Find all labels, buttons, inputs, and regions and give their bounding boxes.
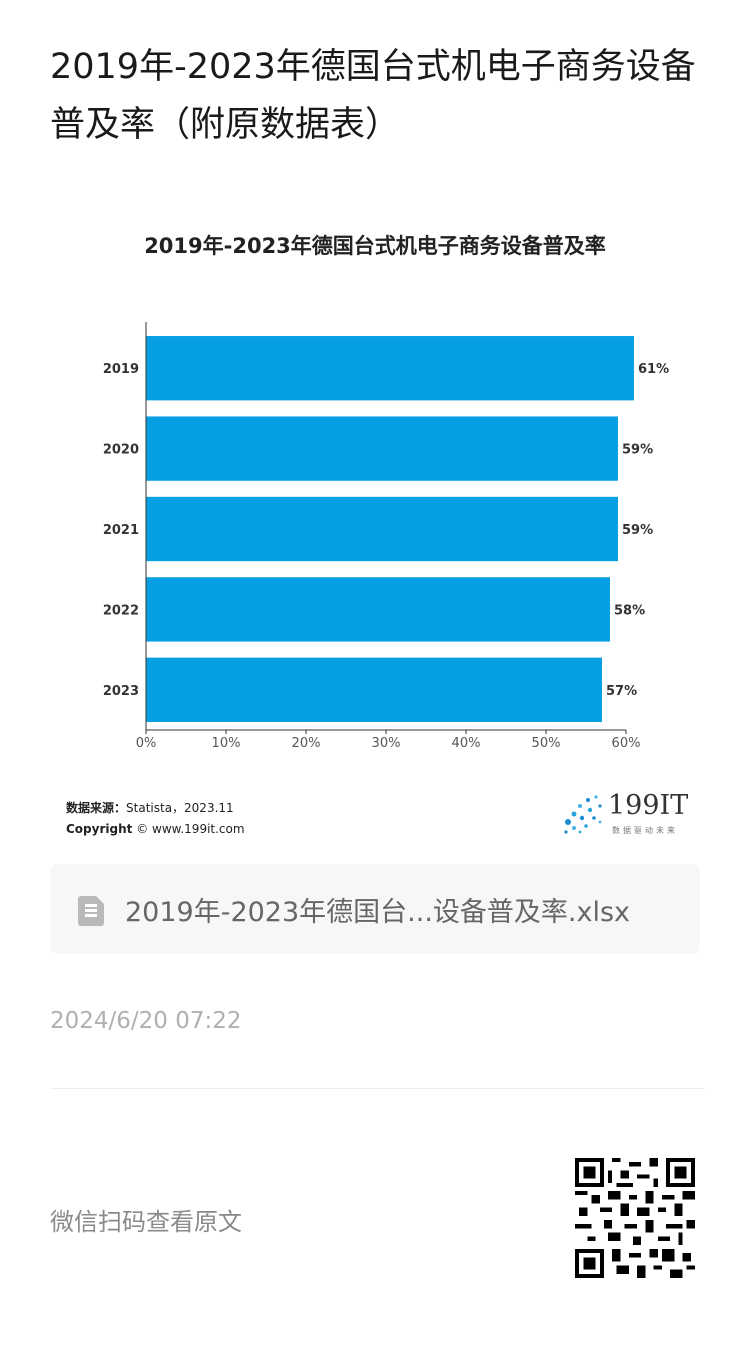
copyright-label: Copyright (66, 822, 133, 836)
attachment-file[interactable]: 2019年-2023年德国台...设备普及率.xlsx (50, 864, 700, 954)
x-tick-label: 20% (292, 736, 321, 751)
scan-to-view-label: 微信扫码查看原文 (50, 1208, 242, 1236)
bar-2019 (146, 336, 634, 401)
x-tick-label: 60% (612, 736, 641, 751)
bar-chart: 2019 61% 2020 59% 2021 59% 2022 58% 2023 57% 0% 10%… (103, 322, 669, 751)
data-label: 57% (606, 684, 637, 699)
chart-image: 2019年-2023年德国台式机电子商务设备普及率 2019 61% 2020 59%… (50, 210, 700, 850)
x-tick-label: 10% (212, 736, 241, 751)
y-tick-label: 2020 (103, 443, 139, 458)
divider (50, 1088, 705, 1089)
x-tick-label: 40% (452, 736, 481, 751)
x-tick-label: 50% (532, 736, 561, 751)
source-note: 数据来源：Statista，2023.11 Copyright © www.19… (66, 798, 245, 840)
data-label: 58% (614, 603, 645, 618)
bar-2021 (146, 496, 618, 562)
bar-2020 (146, 416, 618, 481)
y-tick-label: 2023 (103, 684, 139, 699)
data-label: 59% (622, 523, 653, 538)
y-tick-label: 2022 (103, 603, 139, 618)
chart-title: 2019年-2023年德国台式机电子商务设备普及率 (144, 234, 606, 258)
bar-2022 (146, 577, 610, 642)
source-value: Statista，2023.11 (126, 801, 234, 815)
data-label: 61% (638, 362, 669, 377)
source-label: 数据来源： (66, 801, 127, 815)
x-tick-label: 30% (372, 736, 401, 751)
199it-logo: 199IT 数据驱动未来 (560, 790, 690, 838)
data-label: 59% (622, 443, 653, 458)
file-icon (78, 896, 104, 926)
page-title: 2019年-2023年德国台式机电子商务设备普及率（附原数据表） (50, 47, 696, 145)
y-tick-label: 2019 (103, 362, 139, 377)
qr-code-icon[interactable] (575, 1158, 695, 1278)
y-tick-label: 2021 (103, 523, 139, 538)
x-tick-label: 0% (136, 736, 157, 751)
logo-subtitle: 数据驱动未来 (612, 826, 678, 835)
logo-dots-icon (564, 795, 602, 834)
logo-text: 199IT (608, 790, 689, 821)
publish-timestamp: 2024/6/20 07:22 (50, 1008, 242, 1034)
attachment-file-name: 2019年-2023年德国台...设备普及率.xlsx (125, 897, 631, 928)
bar-2023 (146, 657, 602, 722)
copyright-value: © www.199it.com (136, 822, 245, 836)
